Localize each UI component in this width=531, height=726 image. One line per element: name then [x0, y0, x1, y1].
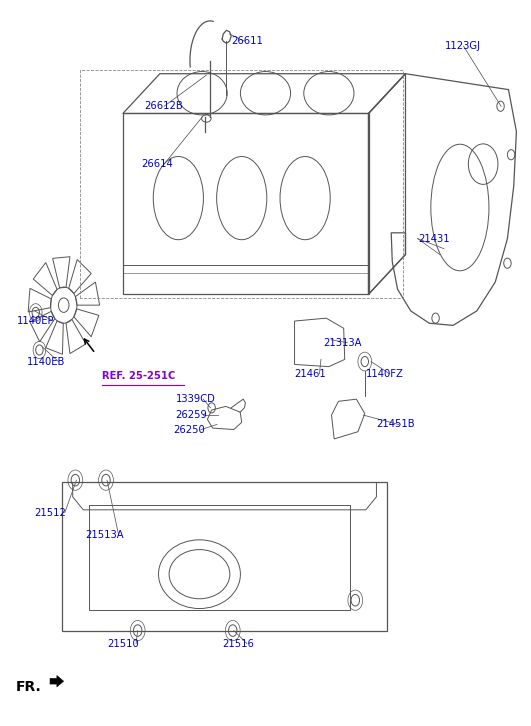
Text: 21510: 21510: [107, 639, 139, 648]
Text: FR.: FR.: [16, 680, 42, 694]
Text: 26259: 26259: [176, 410, 208, 420]
Text: 26612B: 26612B: [144, 101, 183, 111]
Text: 21516: 21516: [222, 639, 254, 648]
Text: 21513A: 21513A: [85, 530, 124, 540]
Text: 1140EP: 1140EP: [17, 316, 55, 326]
Text: 1123GJ: 1123GJ: [445, 41, 481, 52]
Text: 21431: 21431: [418, 234, 450, 244]
Text: 1140FZ: 1140FZ: [366, 369, 404, 379]
Text: 1140EB: 1140EB: [27, 356, 65, 367]
Text: 21451B: 21451B: [376, 420, 415, 430]
Text: REF. 25-251C: REF. 25-251C: [102, 371, 175, 381]
Text: 21461: 21461: [295, 369, 327, 379]
Text: 21512: 21512: [34, 507, 66, 518]
Text: 26611: 26611: [231, 36, 263, 46]
Text: 26614: 26614: [141, 159, 173, 169]
Text: 1339CD: 1339CD: [176, 394, 216, 404]
Text: 21313A: 21313A: [323, 338, 362, 348]
Polygon shape: [50, 675, 64, 687]
Text: 26250: 26250: [173, 425, 205, 435]
